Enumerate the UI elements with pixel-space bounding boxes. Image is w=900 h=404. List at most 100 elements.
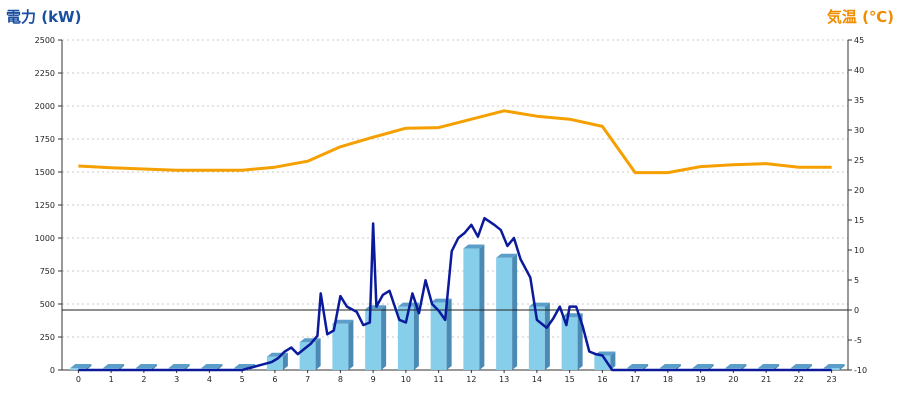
power-bar-top — [659, 364, 681, 369]
power-bar-side — [119, 364, 125, 370]
y-tick-label-right: 5 — [854, 276, 859, 285]
power-bar — [463, 248, 480, 370]
power-bar-side — [806, 364, 812, 370]
power-bar-top — [70, 364, 92, 369]
x-tick-label: 13 — [499, 375, 509, 384]
y-tick-label-right: 30 — [854, 126, 864, 135]
x-tick-label: 17 — [630, 375, 640, 384]
y-tick-label-right: 45 — [854, 36, 864, 45]
y-tick-label-right: 0 — [854, 306, 859, 315]
x-tick-label: 20 — [728, 375, 738, 384]
power-bar-side — [446, 298, 452, 370]
y-tick-label-right: -5 — [854, 336, 862, 345]
power-bar-side — [315, 338, 321, 370]
power-bar-top — [103, 364, 125, 369]
x-tick-label: 16 — [597, 375, 607, 384]
power-bar-side — [610, 351, 616, 370]
power-bar — [496, 257, 513, 370]
power-bar-side — [577, 313, 583, 370]
y-tick-label-left: 2500 — [35, 36, 55, 45]
power-bar-top — [463, 244, 485, 249]
power-bar-side — [151, 364, 157, 370]
x-tick-label: 18 — [663, 375, 673, 384]
power-bar-top — [790, 364, 812, 369]
power-bar-side — [413, 302, 419, 370]
power-bar — [266, 356, 283, 370]
temperature-line — [78, 109, 832, 175]
power-bar-side — [741, 364, 747, 370]
x-tick-label: 8 — [338, 375, 343, 384]
x-tick-label: 15 — [565, 375, 575, 384]
power-bar-top — [168, 364, 190, 369]
y-axis-left-title: 電力 (kW) — [6, 8, 82, 26]
power-bar — [561, 317, 578, 370]
x-tick-label: 2 — [141, 375, 146, 384]
x-tick-label: 4 — [207, 375, 212, 384]
power-bar-top — [758, 364, 780, 369]
power-bar — [397, 306, 414, 370]
power-bar-top — [332, 319, 354, 324]
x-tick-label: 14 — [532, 375, 542, 384]
y-tick-label-left: 250 — [40, 333, 55, 342]
power-bar-top — [823, 364, 845, 369]
y-tick-label-left: 0 — [50, 366, 55, 375]
power-bar — [430, 302, 447, 370]
x-tick-label: 10 — [401, 375, 411, 384]
x-tick-label: 7 — [305, 375, 310, 384]
y-tick-label-right: 40 — [854, 66, 864, 75]
x-tick-label: 0 — [76, 375, 81, 384]
y-tick-label-right: 35 — [854, 96, 864, 105]
power-bar-side — [479, 244, 485, 370]
x-tick-label: 9 — [371, 375, 376, 384]
x-tick-label: 19 — [696, 375, 706, 384]
power-bar-side — [348, 319, 354, 370]
y-tick-label-left: 2250 — [35, 69, 55, 78]
y-tick-label-left: 1500 — [35, 168, 55, 177]
power-bar-top — [201, 364, 223, 369]
power-bar-side — [675, 364, 681, 370]
power-bar-top — [496, 253, 518, 258]
power-bar-side — [643, 364, 649, 370]
power-bar-side — [708, 364, 714, 370]
y-tick-label-right: 10 — [854, 246, 864, 255]
y-tick-label-left: 1000 — [35, 234, 55, 243]
x-tick-label: 1 — [109, 375, 114, 384]
x-tick-label: 5 — [240, 375, 245, 384]
x-tick-label: 21 — [761, 375, 771, 384]
y-axis-right-title: 気温 (℃) — [826, 8, 894, 26]
y-tick-label-left: 750 — [40, 267, 55, 276]
y-tick-label-left: 1750 — [35, 135, 55, 144]
y-tick-label-left: 500 — [40, 300, 55, 309]
power-bar — [594, 355, 611, 370]
power-bar-top — [627, 364, 649, 369]
power-bar-side — [774, 364, 780, 370]
power-bar-top — [692, 364, 714, 369]
x-tick-label: 23 — [827, 375, 837, 384]
y-tick-label-right: 20 — [854, 186, 864, 195]
x-tick-label: 12 — [466, 375, 476, 384]
power-bar-side — [184, 364, 190, 370]
power-bar — [332, 323, 349, 370]
power-bar-top — [725, 364, 747, 369]
power-line — [78, 216, 832, 372]
power-bar-top — [397, 302, 419, 307]
x-tick-label: 22 — [794, 375, 804, 384]
power-bar-side — [544, 302, 550, 370]
y-tick-label-right: 15 — [854, 216, 864, 225]
power-bar-top — [135, 364, 157, 369]
x-tick-label: 6 — [272, 375, 277, 384]
power-bar-side — [381, 305, 387, 370]
power-bar — [365, 309, 382, 370]
power-bar-side — [282, 352, 288, 370]
x-tick-label: 11 — [434, 375, 444, 384]
y-tick-label-right: 25 — [854, 156, 864, 165]
x-tick-label: 3 — [174, 375, 179, 384]
y-tick-label-left: 1250 — [35, 201, 55, 210]
power-bar-side — [86, 364, 92, 370]
power-bar-side — [512, 253, 518, 370]
y-tick-label-left: 2000 — [35, 102, 55, 111]
power-bar-side — [839, 364, 845, 370]
y-tick-label-right: -10 — [854, 366, 867, 375]
